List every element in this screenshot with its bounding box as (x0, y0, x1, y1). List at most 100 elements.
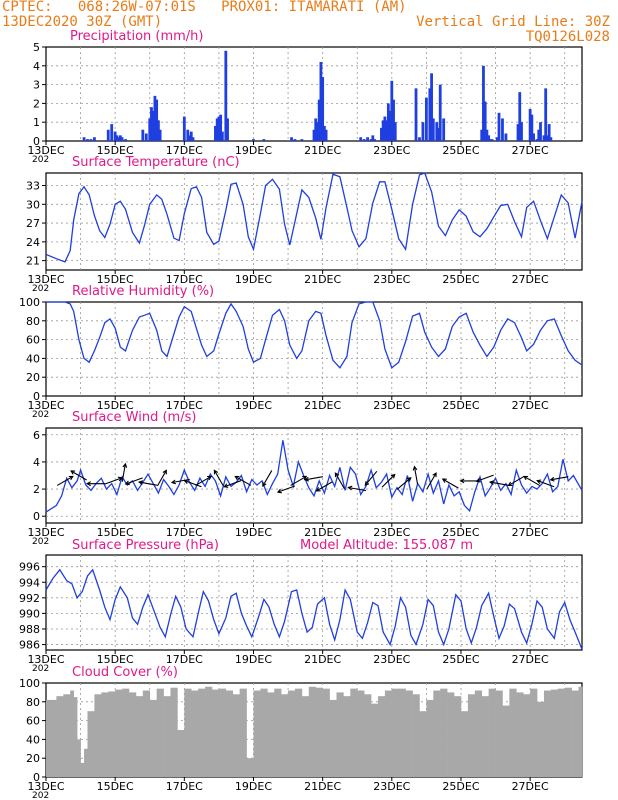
precip-bar-38 (312, 129, 316, 141)
cloud-bar-29 (232, 694, 240, 777)
precip-bar-52 (380, 127, 383, 141)
ytick-label-5-4: 994 (19, 576, 40, 589)
precip-bar-63 (421, 122, 425, 141)
precip-bar-71 (442, 118, 446, 141)
ytick-label-6-2: 40 (26, 733, 40, 746)
cloud-bar-0 (46, 699, 57, 777)
xtick-label-3-4: 21DEC (304, 399, 341, 412)
precip-bar-55 (385, 120, 389, 141)
xtick-label-6-2: 17DEC (166, 780, 203, 793)
panel-title-6: Cloud Cover (%) (72, 665, 178, 680)
wind-arrow-head-27 (459, 478, 465, 484)
wind-arrow-17 (305, 476, 323, 481)
cloud-bar-10 (101, 692, 109, 777)
precip-bar-81 (501, 118, 504, 141)
precip-bar-7 (115, 135, 119, 141)
wind-arrow-head-29 (488, 480, 495, 486)
cloud-bar-40 (308, 686, 317, 777)
wind-arrow-0 (56, 475, 74, 486)
xtick-label-4-0: 13DEC (27, 526, 64, 539)
precip-bar-15 (150, 107, 153, 141)
precip-bar-20 (158, 129, 162, 141)
cloud-bar-77 (564, 687, 572, 777)
xtick-label-6-4: 21DEC (304, 780, 341, 793)
xtick-label-3-6: 25DEC (442, 399, 479, 412)
cloud-bar-33 (260, 688, 268, 777)
wind-arrow-20 (348, 486, 367, 492)
wind-arrow-head-32 (536, 479, 542, 484)
wind-arrow-24 (413, 466, 419, 485)
xtick-label-4-7: 27DEC (512, 526, 549, 539)
xtick-label-6-6: 25DEC (442, 780, 479, 793)
wind-arrow-head-14 (262, 481, 267, 488)
precip-bar-44 (322, 125, 326, 141)
wind-arrow-head-31 (523, 475, 529, 481)
precip-bar-27 (215, 118, 219, 141)
header-date: 13DEC2020 30Z (GMT) (2, 14, 163, 30)
xtick-label-2-2: 17DEC (166, 273, 203, 286)
precip-bar-48 (366, 137, 369, 141)
precip-bar-10 (120, 137, 124, 141)
precip-bar-90 (537, 129, 541, 141)
precip-bar-32 (226, 118, 229, 141)
cloud-bar-12 (115, 689, 123, 777)
xtick-label-1-5: 23DEC (373, 144, 410, 157)
wind-arrow-head-24 (412, 465, 418, 471)
xtick-label-4-6: 25DEC (442, 526, 479, 539)
ytick-label-6-1: 20 (26, 752, 40, 765)
wind-arrow-head-5 (124, 480, 130, 486)
wind-arrow-head-0 (68, 475, 74, 481)
cloud-bar-60 (447, 692, 455, 777)
precip-bar-85 (520, 122, 523, 141)
precip-bar-14 (148, 118, 152, 141)
cloud-bar-69 (509, 688, 517, 777)
cloud-bar-35 (274, 688, 282, 777)
xtick-label-6-0: 13DEC (27, 780, 64, 793)
ytick-label-6-0: 0 (33, 771, 40, 784)
precip-bar-59 (392, 99, 395, 141)
cloud-bar-11 (108, 691, 116, 777)
wind-arrow-7 (156, 470, 167, 487)
precip-bar-24 (189, 131, 193, 141)
xtick-label-2-7: 27DEC (512, 273, 549, 286)
cloud-bar-25 (205, 686, 213, 777)
cloud-bar-78 (571, 690, 579, 777)
wind-arrow-25 (426, 472, 437, 489)
xtick-label-1-3: 19DEC (235, 144, 272, 157)
cloud-bar-5 (77, 739, 81, 777)
wind-arrow-14 (262, 470, 273, 487)
cloud-bar-43 (329, 699, 337, 777)
cloud-bar-36 (281, 694, 289, 777)
cloud-bar-41 (315, 687, 323, 777)
ytick-label-3-4: 80 (26, 315, 40, 328)
panel-title-5: Surface Pressure (hPa) (72, 538, 219, 553)
cloud-bar-30 (239, 688, 247, 777)
ytick-label-2-3: 30 (26, 198, 40, 211)
precip-bar-61 (414, 88, 418, 141)
ytick-label-4-1: 2 (33, 483, 40, 496)
ytick-label-5-5: 996 (19, 561, 40, 574)
ytick-label-5-3: 992 (19, 592, 40, 605)
precip-bar-94 (546, 135, 549, 141)
xtick-label-1-4: 21DEC (304, 144, 341, 157)
precip-bar-47 (362, 139, 366, 141)
wind-arrow-head-6 (137, 480, 144, 486)
wind-arrow-head-1 (70, 470, 76, 475)
wind-arrow-12 (224, 480, 242, 488)
cloud-bar-45 (343, 696, 351, 777)
cloud-bar-38 (294, 688, 303, 777)
wind-arrow-21 (364, 470, 378, 486)
cloud-bar-70 (516, 692, 524, 777)
precip-bar-92 (542, 135, 546, 141)
ytick-label-4-0: 0 (33, 510, 40, 523)
wind-arrow-1 (70, 470, 87, 481)
cloud-bar-26 (211, 689, 220, 777)
precip-bar-84 (518, 92, 522, 141)
precip-bar-54 (383, 116, 387, 141)
ytick-label-1-4: 4 (33, 60, 40, 73)
wind-arrow-head-26 (441, 478, 447, 483)
ytick-label-2-4: 33 (26, 180, 40, 193)
precip-bar-34 (262, 139, 266, 141)
wind-arrow-16 (290, 475, 307, 486)
cloud-bar-79 (578, 686, 583, 777)
